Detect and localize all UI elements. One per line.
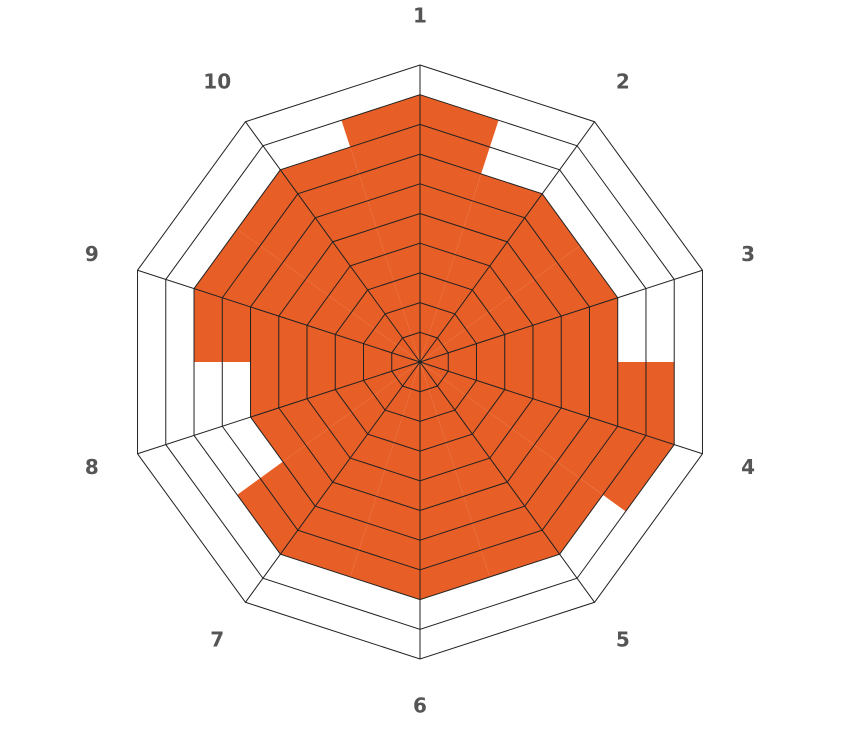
data-sector-10 bbox=[237, 147, 420, 362]
axis-label-4: 4 bbox=[741, 455, 755, 479]
data-sector-3 bbox=[420, 245, 618, 362]
axis-label-9: 9 bbox=[85, 242, 99, 266]
axis-label-10: 10 bbox=[203, 69, 231, 93]
data-fill-layer bbox=[194, 94, 675, 600]
data-sector-5 bbox=[420, 362, 603, 577]
axis-label-6: 6 bbox=[413, 694, 427, 718]
spoke-10 bbox=[245, 121, 421, 363]
grid-layer bbox=[137, 64, 703, 660]
spoke-8 bbox=[137, 361, 421, 455]
axis-label-5: 5 bbox=[616, 628, 630, 652]
spoke-3 bbox=[419, 269, 703, 363]
axis-label-3: 3 bbox=[741, 242, 755, 266]
axis-label-1: 1 bbox=[413, 4, 427, 28]
axis-label-2: 2 bbox=[616, 69, 630, 93]
spoke-7 bbox=[245, 361, 421, 603]
data-sector-4 bbox=[420, 362, 675, 512]
axis-label-7: 7 bbox=[210, 628, 224, 652]
spoke-9 bbox=[137, 269, 421, 363]
spoke-4 bbox=[419, 361, 703, 455]
spoke-2 bbox=[419, 121, 595, 363]
axis-label-8: 8 bbox=[85, 455, 99, 479]
data-sector-7 bbox=[237, 362, 420, 577]
axis-label-layer: 1 2 3 4 5 6 7 8 9 10 bbox=[85, 4, 755, 718]
spoke-5 bbox=[419, 361, 595, 603]
data-sector-8 bbox=[250, 362, 420, 462]
data-sector-2 bbox=[420, 173, 580, 362]
